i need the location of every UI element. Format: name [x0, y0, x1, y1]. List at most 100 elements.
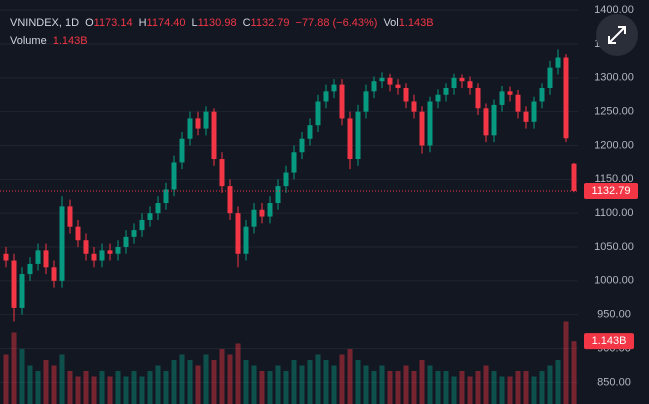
- volume-bar: [483, 365, 489, 404]
- candle-body: [251, 209, 257, 227]
- candle-body: [555, 57, 561, 68]
- volume-bar: [115, 371, 121, 404]
- volume-bar: [83, 371, 89, 404]
- candle-body: [179, 138, 185, 163]
- candle-body: [171, 162, 177, 190]
- volume-name: Volume: [10, 35, 47, 47]
- candle-body: [227, 186, 233, 214]
- last-price-box: [584, 182, 638, 199]
- volume-bar: [171, 360, 177, 404]
- volume-bar: [323, 360, 329, 404]
- candle-body: [443, 87, 449, 95]
- candle-body: [155, 203, 161, 214]
- change-value: −77.88 (−6.43%): [295, 17, 377, 29]
- volume-bar: [475, 371, 481, 404]
- candle-body: [539, 87, 545, 102]
- y-tick-label: 1100.00: [595, 207, 634, 219]
- volume-bar: [51, 365, 57, 404]
- y-tick-label: 1150.00: [595, 173, 634, 185]
- candle-body: [315, 101, 321, 126]
- open-value: 1173.14: [94, 17, 133, 29]
- y-tick-label: 850.00: [597, 376, 631, 388]
- candle-body: [211, 111, 217, 160]
- volume-bar: [435, 371, 441, 404]
- volume-bar: [363, 365, 369, 404]
- last-volume-label: 1.143B: [592, 335, 627, 347]
- candle-body: [571, 163, 577, 191]
- volume-bar: [411, 371, 417, 404]
- candle-body: [563, 57, 569, 139]
- candle-body: [195, 118, 201, 129]
- volume-bar: [315, 354, 321, 404]
- candle-body: [427, 101, 433, 146]
- candle-body: [59, 206, 65, 281]
- symbol: VNINDEX, 1D O1173.14 H1174.40 L1130.98 C1132…: [10, 17, 434, 29]
- candle-body: [147, 213, 153, 220]
- candle-body: [83, 240, 89, 254]
- volume-bar: [355, 360, 361, 404]
- volume-bar: [67, 371, 73, 404]
- volume-bar: [203, 354, 209, 404]
- volume-bar: [571, 341, 577, 404]
- candle-body: [51, 267, 57, 281]
- volume-bar: [331, 365, 337, 404]
- volume-bar: [307, 360, 313, 404]
- candle-body: [547, 67, 553, 88]
- candle-body: [403, 87, 409, 102]
- candle-body: [219, 159, 225, 187]
- volume-bar: [75, 376, 81, 404]
- volume-bar: [403, 365, 409, 404]
- volume-bar: [563, 321, 569, 404]
- volume-bar: [371, 371, 377, 404]
- candle-body: [259, 209, 265, 217]
- candle-body: [275, 186, 281, 204]
- volume-bar: [139, 376, 145, 404]
- volume-bar: [123, 376, 129, 404]
- volume-bar: [243, 360, 249, 404]
- fullscreen-button[interactable]: [596, 14, 638, 56]
- candle-body: [67, 206, 73, 227]
- volume-bar: [491, 371, 497, 404]
- volume-bar: [555, 360, 561, 404]
- candle-body: [411, 101, 417, 112]
- volume-bar: [443, 371, 449, 404]
- close-value: 1132.79: [251, 17, 290, 29]
- candle-body: [139, 219, 145, 231]
- volume-bar: [27, 365, 33, 404]
- candle-body: [395, 84, 401, 88]
- volume-value: 1.143B: [53, 35, 88, 47]
- candle-body: [491, 104, 497, 136]
- volume-bar: [427, 365, 433, 404]
- candle-body: [467, 81, 473, 88]
- candle-body: [459, 77, 465, 82]
- volume-bar: [195, 365, 201, 404]
- volume-bar: [451, 376, 457, 404]
- y-tick-label: 1400.00: [594, 4, 634, 16]
- candle-body: [299, 138, 305, 153]
- candle-body: [203, 111, 209, 129]
- candle-body: [267, 203, 273, 217]
- volume-bar: [299, 365, 305, 404]
- y-tick-label: 1000.00: [594, 275, 634, 287]
- volume-bar: [35, 371, 41, 404]
- y-tick-label: 1200.00: [594, 139, 634, 151]
- volume-bar: [155, 365, 161, 404]
- volume-bar: [515, 371, 521, 404]
- volume-bar: [499, 376, 505, 404]
- volume-bar: [91, 376, 97, 404]
- candle-body: [43, 250, 49, 268]
- volume-bar: [275, 365, 281, 404]
- low-value: 1130.98: [198, 17, 237, 29]
- open-label: O: [85, 17, 94, 29]
- candle-body: [291, 152, 297, 173]
- y-tick-label: 1300.00: [594, 72, 634, 84]
- volume-bar: [419, 360, 425, 404]
- volume-bar: [147, 371, 153, 404]
- volume-bar: [459, 371, 465, 404]
- volume-bar: [539, 371, 545, 404]
- last-volume-box: [584, 333, 634, 350]
- price-pane: [0, 49, 578, 322]
- candle-body: [19, 274, 25, 308]
- last-price-label: 1132.79: [592, 185, 631, 197]
